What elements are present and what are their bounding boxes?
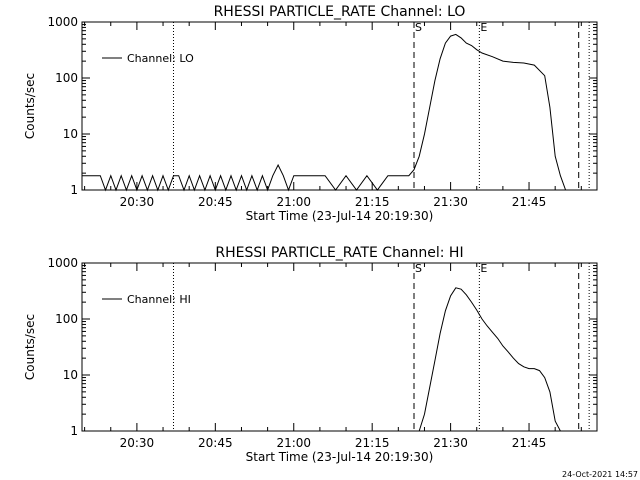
panel-1-series-line — [82, 33, 577, 192]
panel-2-marker-label-s: S — [415, 262, 422, 275]
panel-2-x-tick-label: 21:00 — [276, 436, 311, 450]
panel-1-y-tick-label: 1 — [70, 183, 78, 197]
footer-timestamp: 24-Oct-2021 14:57 — [562, 470, 638, 479]
panel-1-x-tick-label: 21:15 — [355, 195, 390, 209]
panel-2-x-tick-label: 21:30 — [433, 436, 468, 450]
panel-1-plot-frame — [81, 21, 598, 191]
panel-1-marker-label-e: E — [480, 21, 487, 34]
panel-2-y-tick-label: 10 — [63, 368, 78, 382]
panel-2-marker-label-e: E — [480, 262, 487, 275]
panel-2-series-line — [418, 287, 571, 432]
panel-2-x-tick-label: 20:45 — [198, 436, 233, 450]
panel-1-y-tick-label: 1000 — [47, 15, 78, 29]
panel-1-y-axis-label: Counts/sec — [23, 73, 37, 139]
panel-1-y-tick-label: 10 — [63, 127, 78, 141]
panel-2-y-tick-label: 1 — [70, 424, 78, 438]
panel-1-x-tick-label: 20:30 — [120, 195, 155, 209]
panel-1-x-tick-label: 21:45 — [512, 195, 547, 209]
panel-1-x-tick-label: 21:30 — [433, 195, 468, 209]
panel-1-legend-label: Channel: LO — [127, 52, 194, 65]
panel-2-x-tick-label: 21:15 — [355, 436, 390, 450]
panel-1-y-tick-label: 100 — [55, 71, 78, 85]
panel-2-y-tick-label: 1000 — [47, 256, 78, 270]
panel-1-x-axis-label: Start Time (23-Jul-14 20:19:30) — [246, 209, 434, 223]
panel-1-marker-label-s: S — [415, 21, 422, 34]
panel-2-x-tick-label: 21:45 — [512, 436, 547, 450]
panel-2-title: RHESSI PARTICLE_RATE Channel: HI — [215, 245, 463, 261]
panel-1-title: RHESSI PARTICLE_RATE Channel: LO — [214, 4, 466, 20]
panel-2-y-tick-label: 100 — [55, 312, 78, 326]
panel-2-y-axis-label: Counts/sec — [23, 314, 37, 380]
panel-2-x-axis-label: Start Time (23-Jul-14 20:19:30) — [246, 450, 434, 464]
panel-2-legend-label: Channel: HI — [127, 293, 191, 306]
panel-1-x-tick-label: 21:00 — [276, 195, 311, 209]
panel-2-x-tick-label: 20:30 — [120, 436, 155, 450]
panel-1-x-tick-label: 20:45 — [198, 195, 233, 209]
panel-2-plot-frame — [81, 262, 598, 432]
